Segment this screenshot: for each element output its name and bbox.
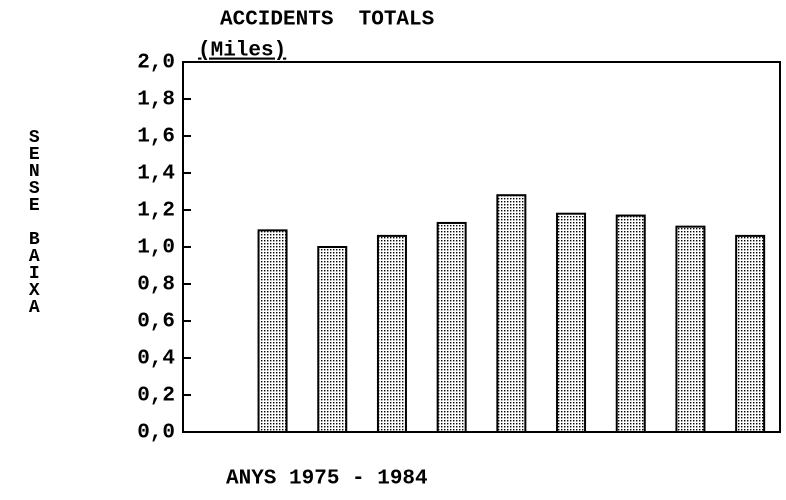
- chart-subtitle: (Miles): [198, 40, 286, 63]
- bar: [257, 229, 288, 433]
- y-tick-label: 0,0: [137, 422, 175, 445]
- y-axis-label: SENSE BAIXA: [24, 128, 44, 315]
- bar: [317, 246, 348, 433]
- bar: [675, 225, 706, 433]
- y-tick-label: 1,2: [137, 200, 175, 223]
- bar: [376, 234, 407, 433]
- bar: [556, 212, 587, 433]
- y-tick-label: 1,8: [137, 89, 175, 112]
- bar: [615, 214, 646, 433]
- bar: [735, 234, 766, 433]
- y-tick-label: 0,4: [137, 348, 175, 371]
- y-tick-label: 1,0: [137, 237, 175, 260]
- y-tick-label: 0,8: [137, 274, 175, 297]
- y-tick-label: 1,4: [137, 163, 175, 186]
- y-tick-label: 0,6: [137, 311, 175, 334]
- y-tick-label: 2,0: [137, 52, 175, 75]
- y-tick-label: 0,2: [137, 385, 175, 408]
- y-tick-label: 1,6: [137, 126, 175, 149]
- bar: [496, 194, 527, 433]
- bar: [436, 221, 467, 433]
- x-axis-label: ANYS 1975 - 1984: [226, 468, 428, 491]
- chart-title: ACCIDENTS TOTALS: [220, 9, 434, 32]
